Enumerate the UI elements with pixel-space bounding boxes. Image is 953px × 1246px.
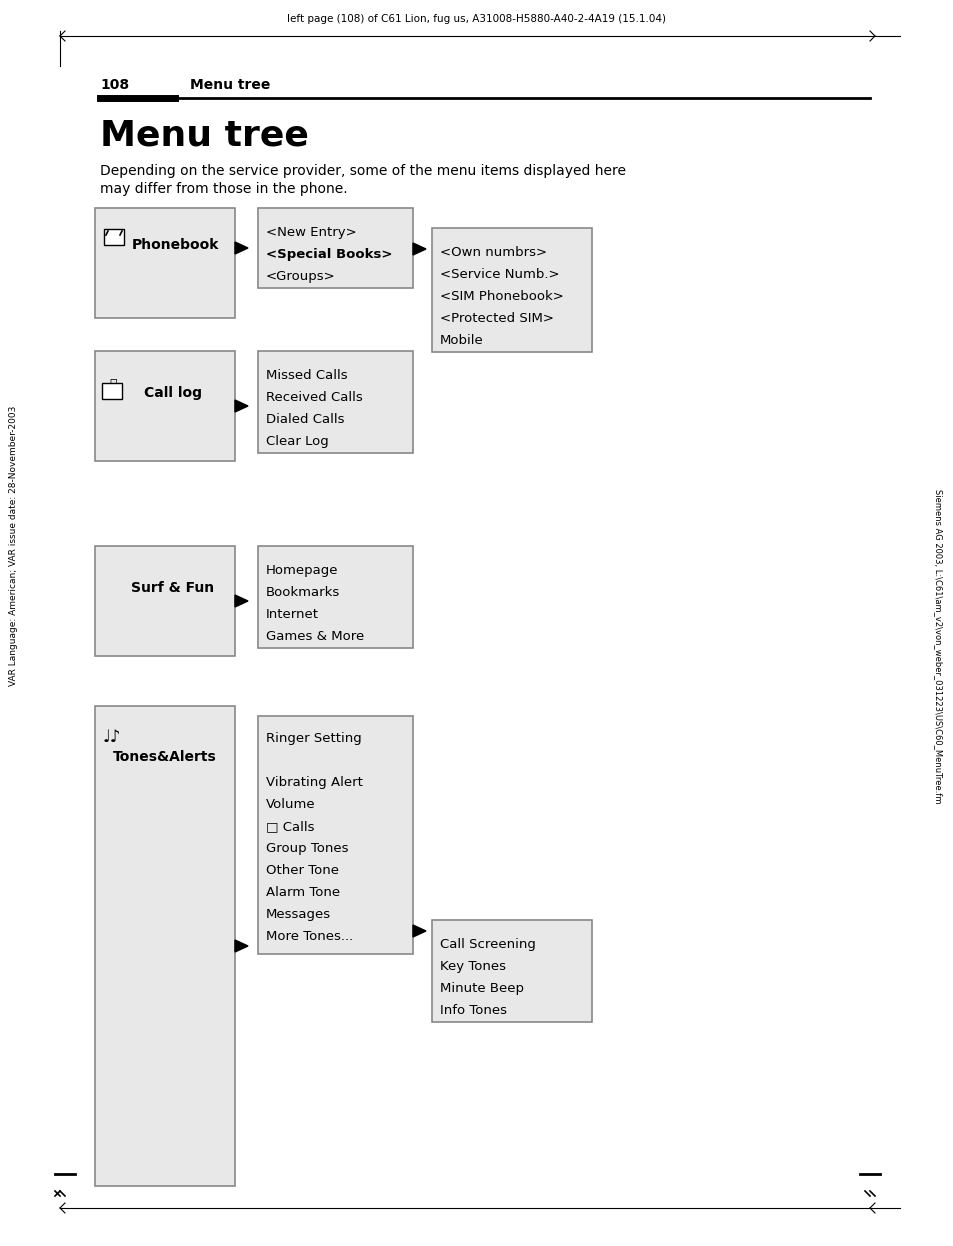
Text: Homepage: Homepage	[266, 564, 338, 577]
Text: □ Calls: □ Calls	[266, 820, 314, 834]
Text: Depending on the service provider, some of the menu items displayed here: Depending on the service provider, some …	[100, 164, 625, 178]
Text: Menu tree: Menu tree	[100, 118, 309, 152]
Text: Vibrating Alert: Vibrating Alert	[266, 776, 362, 789]
Text: Alarm Tone: Alarm Tone	[266, 886, 340, 900]
Text: Mobile: Mobile	[439, 334, 483, 346]
Text: Call log: Call log	[144, 386, 202, 400]
Text: Volume: Volume	[266, 797, 315, 811]
Text: 🖂: 🖂	[109, 378, 116, 390]
Text: Bookmarks: Bookmarks	[266, 586, 340, 599]
FancyBboxPatch shape	[95, 546, 234, 655]
FancyBboxPatch shape	[257, 716, 413, 954]
Text: Ringer Setting: Ringer Setting	[266, 731, 361, 745]
Text: Group Tones: Group Tones	[266, 842, 348, 855]
Text: Key Tones: Key Tones	[439, 959, 505, 973]
Text: 108: 108	[100, 78, 129, 92]
FancyBboxPatch shape	[257, 208, 413, 288]
Text: Dialed Calls: Dialed Calls	[266, 412, 344, 426]
Text: <Own numbrs>: <Own numbrs>	[439, 245, 547, 259]
Text: Other Tone: Other Tone	[266, 863, 338, 877]
Text: <SIM Phonebook>: <SIM Phonebook>	[439, 290, 563, 303]
Text: <Special Books>: <Special Books>	[266, 248, 392, 260]
Polygon shape	[413, 243, 426, 255]
FancyBboxPatch shape	[257, 546, 413, 648]
Text: VAR Language: American; VAR issue date: 28-November-2003: VAR Language: American; VAR issue date: …	[10, 406, 18, 687]
Polygon shape	[234, 242, 248, 254]
Text: Clear Log: Clear Log	[266, 435, 329, 449]
Text: ♩♪: ♩♪	[103, 728, 121, 746]
Text: Games & More: Games & More	[266, 630, 364, 643]
Text: Call Screening: Call Screening	[439, 938, 536, 951]
Text: Received Calls: Received Calls	[266, 391, 362, 404]
Polygon shape	[234, 939, 248, 952]
FancyBboxPatch shape	[102, 383, 122, 399]
Text: Minute Beep: Minute Beep	[439, 982, 523, 996]
FancyBboxPatch shape	[95, 706, 234, 1186]
FancyBboxPatch shape	[432, 228, 592, 353]
FancyBboxPatch shape	[95, 351, 234, 461]
FancyBboxPatch shape	[432, 920, 592, 1022]
Text: More Tones...: More Tones...	[266, 930, 353, 943]
Text: Surf & Fun: Surf & Fun	[132, 581, 214, 596]
Polygon shape	[234, 400, 248, 412]
Text: Phonebook: Phonebook	[132, 238, 218, 252]
Text: Messages: Messages	[266, 908, 331, 921]
FancyBboxPatch shape	[95, 208, 234, 318]
FancyBboxPatch shape	[257, 351, 413, 454]
Text: Menu tree: Menu tree	[190, 78, 270, 92]
Text: Missed Calls: Missed Calls	[266, 369, 347, 383]
Polygon shape	[234, 596, 248, 607]
FancyBboxPatch shape	[104, 229, 124, 245]
Text: <Service Numb.>: <Service Numb.>	[439, 268, 559, 282]
Polygon shape	[413, 925, 426, 937]
Text: <Protected SIM>: <Protected SIM>	[439, 312, 554, 325]
Text: Siemens AG 2003, L:\C61\am_v2\von_weber_031223\US\C60_MenuTree.fm: Siemens AG 2003, L:\C61\am_v2\von_weber_…	[933, 488, 942, 804]
Text: Info Tones: Info Tones	[439, 1004, 506, 1017]
Text: Tones&Alerts: Tones&Alerts	[113, 750, 216, 764]
Text: left page (108) of C61 Lion, fug us, A31008-H5880-A40-2-4A19 (15.1.04): left page (108) of C61 Lion, fug us, A31…	[287, 14, 666, 24]
Text: <New Entry>: <New Entry>	[266, 226, 356, 239]
Text: <Groups>: <Groups>	[266, 270, 335, 283]
Text: may differ from those in the phone.: may differ from those in the phone.	[100, 182, 347, 196]
Text: Internet: Internet	[266, 608, 318, 621]
